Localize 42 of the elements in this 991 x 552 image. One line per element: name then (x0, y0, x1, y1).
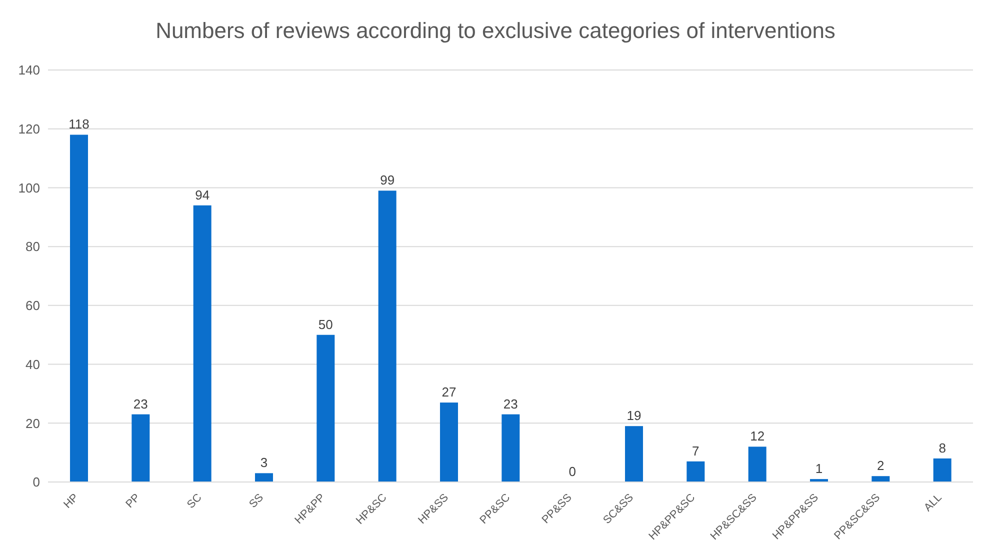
y-tick-label: 80 (26, 239, 40, 254)
x-tick-label: HP (62, 492, 81, 511)
bar (872, 476, 890, 482)
bar (440, 402, 458, 482)
data-label: 23 (133, 396, 148, 412)
bar (502, 414, 520, 482)
bar (686, 461, 705, 482)
data-label: 50 (318, 316, 333, 332)
bar (255, 473, 273, 482)
data-label: 27 (442, 384, 456, 400)
data-label: 2 (877, 458, 884, 474)
bar (316, 334, 335, 482)
y-tick-label: 40 (26, 356, 40, 372)
bar (625, 426, 643, 482)
data-label: 0 (568, 464, 576, 479)
data-label: 94 (195, 187, 210, 202)
data-label: 8 (938, 440, 946, 456)
x-tick-label: PP (124, 492, 143, 511)
x-tick-label: SC (184, 492, 204, 511)
chart-title: Numbers of reviews according to exclusive categories of interventions (154, 17, 836, 45)
bar (378, 190, 396, 482)
data-label: 23 (503, 396, 518, 412)
bar (70, 134, 88, 482)
bar (748, 446, 766, 482)
y-tick-label: 60 (26, 298, 40, 314)
data-label: 99 (380, 172, 395, 188)
y-tick-label: 140 (18, 62, 40, 78)
bar (933, 458, 952, 482)
y-tick-label: 120 (18, 121, 40, 136)
data-label: 7 (692, 443, 700, 458)
y-tick-label: 100 (18, 180, 40, 196)
data-label: 3 (260, 455, 268, 470)
bar (193, 205, 212, 482)
data-label: 12 (750, 428, 765, 444)
data-label: 1 (815, 461, 823, 476)
x-tick-label: SS (247, 492, 266, 511)
bar (132, 414, 150, 482)
data-label: 19 (626, 408, 642, 424)
y-tick-label: 20 (26, 416, 40, 431)
data-label: 118 (68, 116, 90, 132)
y-tick-label: 0 (32, 474, 40, 490)
x-tick-label: ALL (922, 492, 944, 514)
